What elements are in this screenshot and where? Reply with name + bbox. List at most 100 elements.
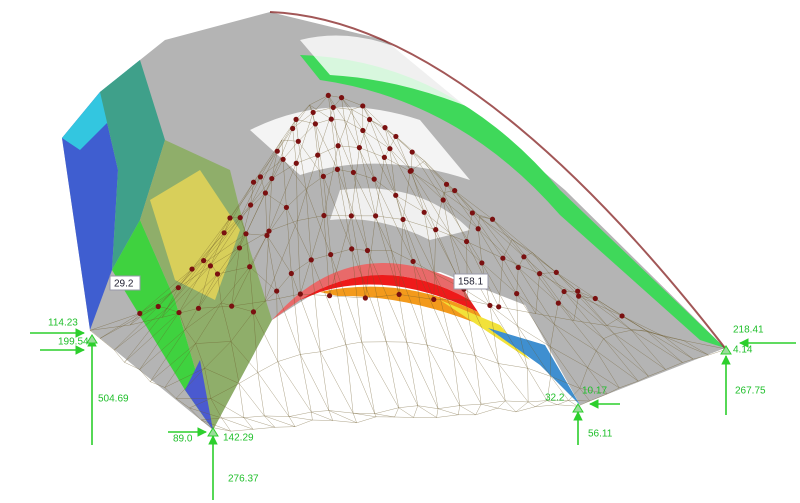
mesh-edge — [164, 387, 177, 399]
mesh-edge — [231, 247, 240, 307]
mesh-edge — [554, 324, 588, 368]
mesh-edge — [477, 228, 483, 263]
mesh-edge — [250, 151, 278, 206]
mesh-edge — [201, 417, 222, 421]
mesh-edge — [411, 170, 450, 233]
reaction-label: 199.54 — [58, 337, 89, 348]
mesh-edge — [300, 354, 330, 411]
mesh-edge — [434, 273, 454, 352]
mesh-edge — [203, 217, 231, 261]
reaction-label: 142.29 — [223, 433, 254, 444]
mesh-node — [207, 263, 214, 269]
mesh-node — [274, 288, 280, 294]
mesh-edge — [535, 404, 558, 407]
mesh-node — [264, 232, 270, 239]
mesh-edge — [221, 302, 254, 313]
mesh-edge — [528, 401, 536, 407]
mesh-edge — [328, 95, 332, 120]
mesh-node — [475, 226, 481, 232]
mesh-edge — [309, 95, 329, 106]
mesh-edge — [492, 219, 513, 240]
mesh-edge — [150, 329, 186, 382]
arch-yellow — [440, 300, 530, 360]
mesh-edge — [208, 217, 241, 261]
mesh-edge — [276, 291, 301, 355]
mesh-edge — [693, 354, 709, 360]
mesh-edge — [295, 104, 310, 120]
mesh-edge — [253, 311, 279, 362]
mesh-edge — [253, 311, 259, 373]
mesh-edge — [300, 293, 330, 296]
mesh-edge — [99, 306, 159, 339]
mesh-edge — [361, 342, 375, 414]
mesh-edge — [516, 267, 519, 294]
mesh-edge — [645, 330, 683, 363]
mesh-edge — [276, 273, 292, 292]
mesh-edge — [223, 217, 231, 233]
mesh-node — [330, 104, 336, 111]
mesh-edge — [352, 413, 357, 423]
reaction-label: 267.75 — [735, 386, 766, 397]
mesh-edge — [424, 160, 447, 185]
mesh-edge — [166, 260, 204, 309]
mesh-edge — [492, 219, 525, 257]
leg-tip — [185, 360, 213, 430]
mesh-edge — [683, 340, 709, 356]
mesh-edge — [454, 190, 473, 214]
mesh-edge — [579, 367, 588, 389]
mesh-edge — [217, 273, 222, 303]
mesh-edge — [518, 267, 555, 325]
mesh-edge — [292, 104, 310, 129]
mesh-edge — [198, 305, 232, 309]
mesh-edge — [452, 351, 482, 405]
mesh-edge — [323, 145, 339, 216]
mesh-edge — [204, 341, 232, 369]
mesh-edge — [311, 411, 333, 421]
mesh-edge — [558, 302, 604, 339]
mesh-edge — [289, 411, 312, 417]
mesh-edge — [253, 151, 278, 183]
mesh-edge — [277, 119, 297, 152]
mesh-node — [500, 255, 506, 261]
leg-green — [112, 220, 213, 430]
mesh-edge — [436, 414, 459, 418]
mesh-edge — [210, 232, 225, 266]
mesh-node — [243, 231, 249, 237]
mesh-edge — [631, 330, 666, 370]
mesh-edge — [139, 312, 180, 370]
mesh-edge — [161, 287, 179, 318]
mesh-edge — [240, 217, 247, 234]
mesh-edge — [550, 324, 555, 347]
mesh-edge — [210, 398, 222, 419]
mesh-edge — [286, 188, 307, 208]
mesh-edge — [276, 291, 279, 362]
mesh-edge — [277, 354, 301, 362]
mesh-edge — [315, 123, 338, 170]
mesh-edge — [411, 170, 444, 201]
mesh-edge — [423, 212, 435, 274]
mesh-edge — [498, 363, 506, 401]
mesh-edge — [395, 136, 411, 172]
mesh-node — [269, 175, 275, 182]
mesh-edge — [481, 400, 506, 405]
mesh-edge — [578, 295, 607, 326]
mesh-node — [326, 293, 333, 299]
mesh-edge — [351, 248, 368, 251]
mesh-node — [308, 257, 314, 263]
mesh-edge — [556, 272, 596, 299]
mesh-edge — [411, 170, 425, 213]
mesh-edge — [395, 136, 425, 162]
mesh-edge — [515, 401, 529, 413]
mesh-edge — [375, 215, 400, 295]
mesh-edge — [359, 147, 376, 216]
mesh-edge — [331, 119, 338, 170]
mesh-node — [274, 148, 280, 154]
mesh-edge — [443, 192, 467, 242]
reaction-label: 10.17 — [582, 386, 607, 397]
mesh-edge — [498, 363, 528, 369]
mesh-edge — [185, 273, 218, 330]
mesh-edge — [621, 315, 664, 337]
mesh-edge — [178, 268, 193, 288]
mesh-node — [382, 125, 388, 131]
mesh-edge — [277, 128, 293, 152]
